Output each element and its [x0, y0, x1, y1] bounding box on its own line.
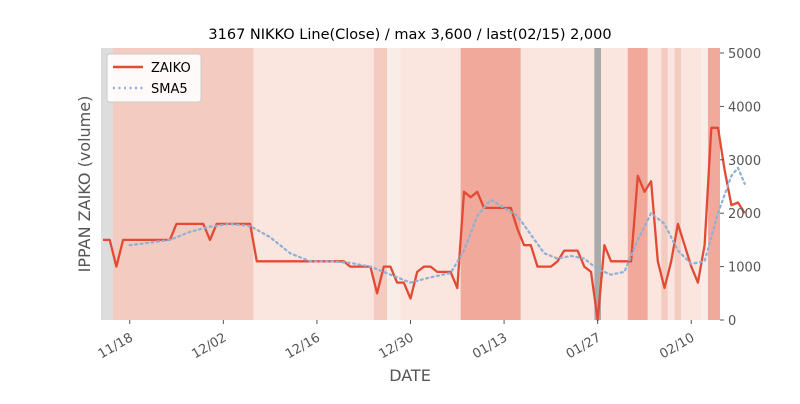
y-tick-label: 2000: [728, 207, 761, 222]
y-tick-label: 3000: [728, 154, 761, 169]
background-band: [668, 48, 675, 320]
x-tick-label: 12/02: [189, 330, 229, 362]
background-band: [461, 48, 521, 320]
legend: ZAIKO SMA5: [107, 54, 201, 102]
x-tick-label: 11/18: [96, 330, 136, 362]
y-tick-label: 1000: [728, 261, 761, 276]
y-tick-label: 0: [728, 314, 736, 329]
background-band: [594, 48, 601, 320]
x-axis: 11/18 12/02 12/16 12/30 01/13 01/27 02/10: [96, 320, 697, 362]
x-tick-label: 12/16: [283, 330, 323, 362]
background-band: [601, 48, 628, 320]
y-axis-label: IPPAN ZAIKO (volume): [75, 96, 94, 273]
x-tick-label: 02/10: [657, 330, 697, 362]
y-tick-label: 5000: [728, 47, 761, 62]
background-band: [521, 48, 595, 320]
legend-zaiko-label: ZAIKO: [151, 61, 191, 76]
legend-sma5-label: SMA5: [151, 82, 188, 97]
y-tick-label: 4000: [728, 100, 761, 115]
x-tick-label: 12/30: [377, 330, 417, 362]
y-axis: 0 1000 2000 3000 4000 5000: [720, 47, 761, 329]
x-tick-label: 01/13: [470, 330, 510, 362]
background-band: [708, 48, 720, 320]
background-band: [400, 48, 460, 320]
background-band: [675, 48, 682, 320]
background-band: [387, 48, 400, 320]
x-axis-label: DATE: [389, 366, 431, 385]
background-band: [253, 48, 373, 320]
chart-title: 3167 NIKKO Line(Close) / max 3,600 / las…: [208, 27, 611, 43]
x-tick-label: 01/27: [564, 330, 604, 362]
